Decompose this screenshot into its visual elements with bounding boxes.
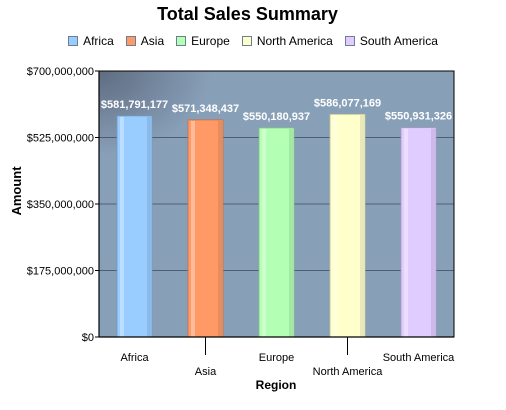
legend-swatch [344,36,355,46]
legend-label: Asia [140,34,165,48]
value-label: $550,180,937 [243,111,310,123]
x-tick-label: Asia [195,366,217,378]
legend-label: South America [359,34,438,48]
y-tick-label: $175,000,000 [27,266,94,278]
legend-item: Asia [125,34,165,48]
x-tick-label: North America [313,366,384,378]
bars [116,113,437,338]
legend-item: Europe [176,34,230,48]
value-label: $581,791,177 [101,99,168,111]
bar [187,119,224,338]
value-label: $586,077,169 [314,97,381,109]
x-tick-label: South America [383,352,455,364]
bar [400,127,437,338]
value-label: $571,348,437 [172,103,239,115]
legend-label: Africa [83,34,114,48]
legend-item: North America [241,34,333,48]
bar [258,127,295,338]
y-axis-title: Amount [9,166,24,216]
legend-label: Europe [191,34,230,48]
bar [329,113,366,338]
legend-swatch [176,36,187,46]
legend-swatch [68,36,79,46]
x-axis-title: Region [256,378,297,392]
chart-title: Total Sales Summary [157,4,338,24]
labels: $0 $175,000,000 $350,000,000 $525,000,000 $7… [27,66,455,378]
legend-item: Africa [68,34,114,48]
y-tick-label: $350,000,000 [27,199,94,211]
y-tick-label: $700,000,000 [27,66,94,78]
legend-swatch [125,36,136,46]
x-tick-label: Africa [120,352,149,364]
y-tick-label: $525,000,000 [27,133,94,145]
y-tick-label: $0 [82,332,94,344]
legend-label: North America [256,34,333,48]
legend-item: South America [344,34,438,48]
bar [116,115,153,338]
value-label: $550,931,326 [385,111,452,123]
legend: Africa Asia Europe North America South Ameri… [0,34,506,48]
legend-swatch [241,36,252,46]
x-tick-label: Europe [259,352,294,364]
